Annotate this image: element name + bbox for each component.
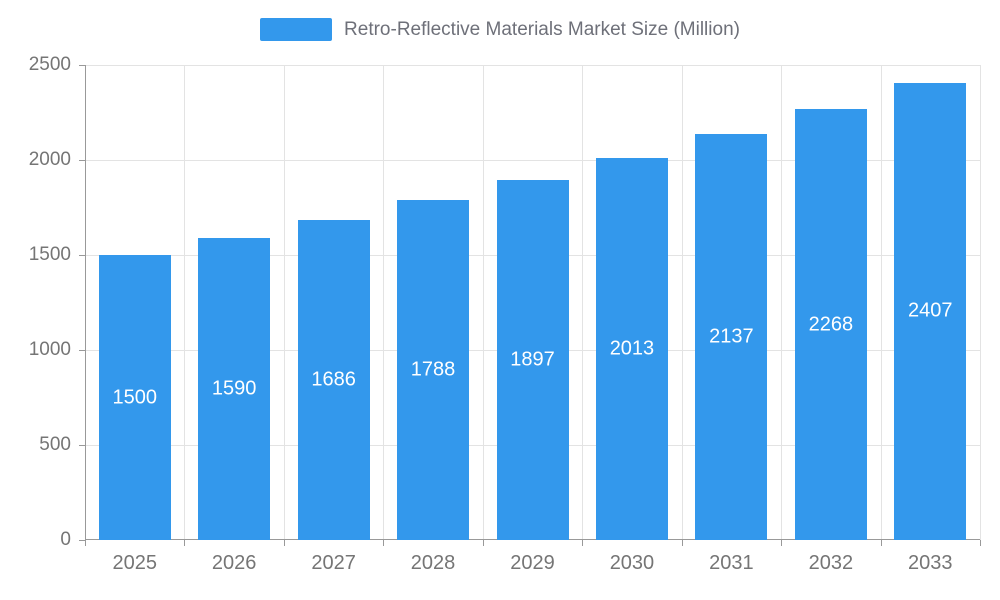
gridline-vertical	[681, 65, 683, 540]
bar-value-label: 1590	[211, 377, 257, 400]
bar-value-label: 1897	[510, 348, 555, 371]
x-axis-category-label: 2032	[808, 552, 854, 574]
y-axis-tick-mark	[79, 255, 85, 256]
bar-2026[interactable]: 1590	[198, 237, 271, 540]
x-axis-tick-mark	[283, 540, 285, 546]
y-axis-tick-label: 500	[39, 434, 71, 455]
y-axis-tick-label: 1500	[28, 244, 71, 265]
bar-2032[interactable]: 2268	[794, 109, 867, 540]
gridline-vertical	[980, 65, 981, 540]
bar-value-label: 1788	[410, 358, 456, 381]
gridline-horizontal	[85, 65, 980, 66]
y-axis-tick-mark	[79, 350, 85, 351]
x-axis-category-label: 2029	[510, 552, 555, 574]
bar-2025[interactable]: 1500	[98, 255, 171, 540]
gridline-vertical	[482, 65, 484, 540]
x-axis-tick-mark	[85, 540, 86, 546]
bar-2029[interactable]: 1897	[496, 179, 569, 540]
bar-2028[interactable]: 1788	[397, 200, 470, 540]
gridline-vertical	[582, 65, 584, 540]
x-axis-category-label: 2033	[908, 552, 953, 574]
bar-value-label: 2137	[709, 325, 754, 348]
legend[interactable]: Retro-Reflective Materials Market Size (…	[0, 18, 1000, 41]
bar-2033[interactable]: 2407	[894, 82, 967, 540]
y-axis-tick-mark	[79, 540, 85, 541]
gridline-vertical	[283, 65, 285, 540]
x-axis-category-label: 2026	[211, 552, 257, 574]
x-axis-category-label: 2030	[609, 552, 655, 574]
x-axis-tick-mark	[980, 540, 981, 546]
y-axis-tick-label: 2500	[28, 54, 71, 75]
gridline-vertical	[781, 65, 783, 540]
gridline-vertical	[184, 65, 186, 540]
y-axis-tick-label: 1000	[28, 339, 71, 360]
gridline-horizontal	[85, 160, 980, 161]
x-axis-category-label: 2028	[410, 552, 456, 574]
y-axis-tick-mark	[79, 445, 85, 446]
x-axis-tick-mark	[383, 540, 385, 546]
x-axis-category-label: 2025	[112, 552, 157, 574]
y-axis-line	[85, 65, 86, 540]
x-axis-category-label: 2031	[709, 552, 754, 574]
x-axis-tick-mark	[781, 540, 783, 546]
y-axis-tick-label: 2000	[28, 149, 71, 170]
legend-label: Retro-Reflective Materials Market Size (…	[344, 18, 740, 40]
x-axis-tick-mark	[482, 540, 484, 546]
gridline-vertical	[880, 65, 882, 540]
bar-value-label: 2407	[908, 299, 953, 322]
bar-value-label: 2268	[808, 313, 854, 336]
legend-swatch-icon	[260, 18, 333, 41]
x-axis-tick-mark	[582, 540, 584, 546]
bar-value-label: 2013	[609, 337, 655, 360]
y-axis-tick-mark	[79, 160, 85, 161]
bar-value-label: 1686	[311, 368, 356, 391]
bar-2027[interactable]: 1686	[297, 219, 370, 540]
x-axis-category-label: 2027	[311, 552, 356, 574]
y-axis-tick-mark	[79, 65, 85, 66]
x-axis-tick-mark	[184, 540, 186, 546]
bar-value-label: 1500	[112, 386, 157, 408]
plot-area: 0 500 1000 1500 2000 2500 1500 2025 1590 2026 1686…	[29, 54, 981, 574]
bar-2030[interactable]: 2013	[595, 157, 668, 540]
x-axis-tick-mark	[880, 540, 882, 546]
y-axis-tick-label: 0	[60, 529, 71, 550]
x-axis-tick-mark	[681, 540, 683, 546]
bar-2031[interactable]: 2137	[695, 133, 768, 540]
gridline-vertical	[383, 65, 385, 540]
